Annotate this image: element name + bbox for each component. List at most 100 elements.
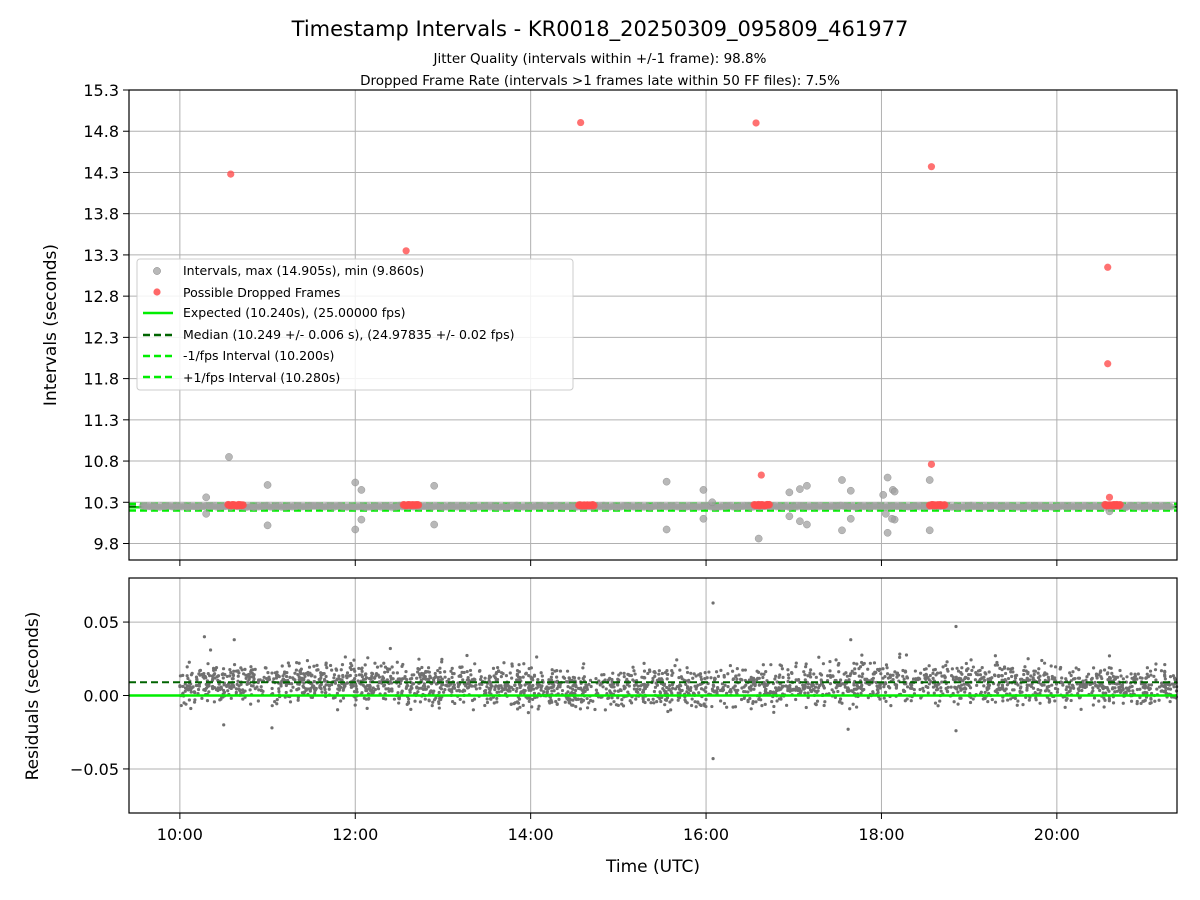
residual-point bbox=[634, 690, 638, 694]
residual-point bbox=[1009, 697, 1013, 701]
residual-point bbox=[462, 700, 466, 704]
residual-point bbox=[1097, 699, 1101, 703]
residual-point bbox=[257, 688, 261, 692]
residual-point bbox=[582, 675, 586, 679]
residual-point bbox=[367, 696, 371, 701]
residual-point bbox=[516, 701, 521, 705]
residual-point bbox=[1135, 699, 1139, 704]
residual-point bbox=[1129, 699, 1134, 703]
residual-point bbox=[277, 689, 281, 694]
residual-point bbox=[302, 681, 306, 685]
residual-point bbox=[578, 707, 583, 711]
residual-point bbox=[944, 663, 948, 667]
residual-point bbox=[196, 687, 201, 692]
residual-point bbox=[898, 652, 902, 656]
residual-point bbox=[861, 688, 865, 692]
residual-point bbox=[302, 678, 306, 682]
residual-point bbox=[673, 687, 678, 691]
residual-point bbox=[676, 698, 680, 702]
residual-point bbox=[542, 690, 546, 694]
residual-point bbox=[415, 676, 419, 680]
residual-point bbox=[1109, 666, 1113, 670]
residual-point bbox=[632, 669, 636, 673]
residual-point bbox=[1060, 676, 1064, 680]
residual-point bbox=[355, 687, 359, 691]
residual-outlier-point bbox=[849, 638, 853, 642]
residual-point bbox=[293, 671, 297, 675]
residual-point bbox=[746, 698, 750, 703]
residual-point bbox=[609, 702, 613, 706]
residual-point bbox=[689, 671, 693, 675]
residual-point bbox=[894, 685, 899, 689]
residual-point bbox=[820, 682, 824, 686]
interval-outlier-point bbox=[846, 486, 855, 495]
residual-point bbox=[1149, 696, 1153, 700]
residual-point bbox=[397, 701, 401, 705]
residual-point bbox=[479, 675, 483, 679]
residual-point bbox=[1002, 665, 1007, 669]
residual-point bbox=[949, 685, 953, 689]
residual-point bbox=[230, 682, 234, 687]
residual-point bbox=[424, 669, 428, 674]
residual-point bbox=[443, 688, 447, 692]
dropped-frame-point bbox=[227, 170, 235, 178]
residual-point bbox=[400, 689, 404, 693]
legend-label-minus-interval: -1/fps Interval (10.200s) bbox=[183, 348, 334, 363]
residual-point bbox=[826, 674, 830, 678]
residual-point bbox=[779, 697, 783, 701]
residual-point bbox=[759, 672, 764, 676]
residual-point bbox=[1072, 686, 1076, 690]
residual-point bbox=[1114, 675, 1118, 679]
residual-point bbox=[507, 688, 511, 692]
residual-point bbox=[328, 663, 333, 668]
residual-point bbox=[823, 700, 827, 704]
residual-point bbox=[761, 663, 765, 667]
dropped-frame-point bbox=[1104, 360, 1112, 368]
residual-point bbox=[457, 674, 461, 678]
residual-point bbox=[226, 683, 230, 687]
residual-point bbox=[1025, 688, 1029, 692]
residual-point bbox=[255, 685, 259, 689]
residual-point bbox=[1155, 687, 1159, 691]
residual-point bbox=[659, 677, 664, 681]
residual-point bbox=[677, 675, 681, 680]
residual-point bbox=[206, 672, 210, 676]
residual-point bbox=[535, 682, 539, 686]
residual-point bbox=[694, 705, 698, 709]
residual-point bbox=[1018, 677, 1023, 681]
residual-point bbox=[470, 678, 474, 682]
residual-point bbox=[677, 687, 681, 691]
residual-point bbox=[301, 684, 305, 688]
residual-point bbox=[932, 691, 936, 695]
residual-point bbox=[1037, 667, 1041, 671]
residual-point bbox=[352, 690, 357, 694]
residual-point bbox=[465, 669, 469, 674]
residual-point bbox=[450, 666, 454, 670]
residual-point bbox=[926, 685, 930, 690]
residual-point bbox=[512, 702, 516, 706]
residual-point bbox=[1103, 685, 1107, 690]
residual-point bbox=[669, 708, 673, 712]
residual-point bbox=[548, 701, 552, 705]
residual-point bbox=[1107, 689, 1111, 693]
residual-point bbox=[687, 688, 692, 692]
residual-point bbox=[212, 700, 216, 704]
residual-point bbox=[1019, 685, 1023, 689]
residual-point bbox=[1102, 668, 1107, 672]
residual-point bbox=[386, 670, 390, 674]
residual-point bbox=[532, 687, 536, 691]
residual-point bbox=[1046, 675, 1050, 679]
residual-point bbox=[584, 683, 588, 687]
residual-point bbox=[872, 661, 877, 665]
residual-point bbox=[235, 682, 239, 686]
residual-point bbox=[284, 683, 288, 688]
residual-point bbox=[1110, 671, 1114, 675]
residual-point bbox=[996, 683, 1000, 687]
residual-point bbox=[1043, 678, 1047, 682]
residual-point bbox=[773, 677, 777, 681]
residual-point bbox=[707, 670, 711, 674]
residual-point bbox=[205, 699, 210, 703]
residual-point bbox=[954, 675, 958, 679]
residual-point bbox=[1050, 674, 1054, 679]
